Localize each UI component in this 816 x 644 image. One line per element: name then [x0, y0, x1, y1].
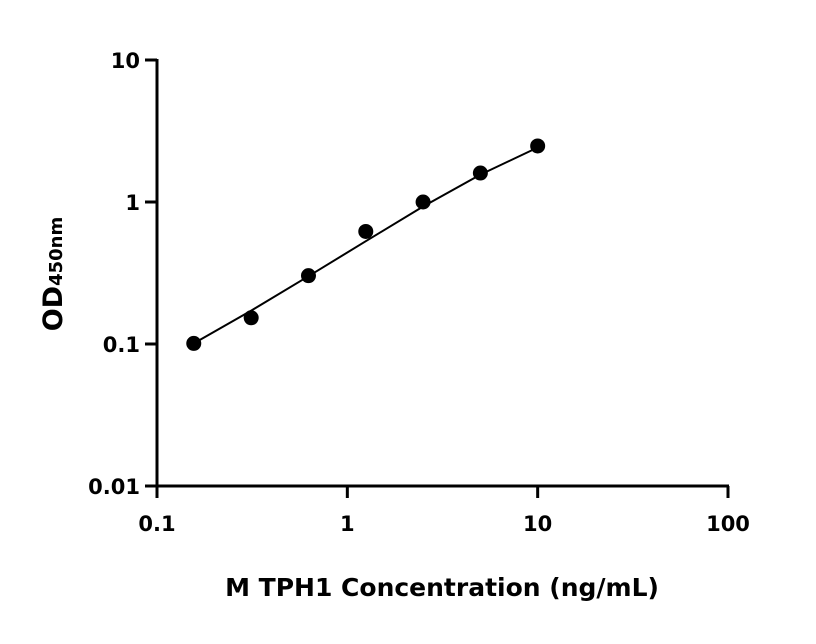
data-point [415, 194, 431, 210]
y-axis-label-subscript: 450nm [46, 217, 67, 286]
y-tick-label: 0.01 [88, 475, 140, 499]
data-point [530, 138, 546, 154]
x-axis-label: M TPH1 Concentration (ng/mL) [225, 573, 659, 602]
y-axis-label: OD450nm [38, 217, 69, 332]
x-tick-label: 10 [523, 512, 552, 536]
y-tick-label: 0.1 [103, 333, 140, 357]
data-point [300, 268, 316, 284]
x-tick-label: 1 [340, 512, 355, 536]
x-tick-label: 0.1 [138, 512, 175, 536]
data-point [186, 335, 202, 351]
x-tick-label: 100 [706, 512, 750, 536]
data-points [186, 138, 546, 351]
y-tick-label: 1 [125, 191, 140, 215]
data-point [358, 223, 374, 239]
y-tick-label: 10 [111, 49, 140, 73]
axes: 0.01 0.1 1 10 0.1 1 10 100 [88, 49, 750, 536]
data-point [243, 310, 259, 326]
y-axis-label-main: OD [38, 286, 69, 331]
data-point [472, 165, 488, 181]
